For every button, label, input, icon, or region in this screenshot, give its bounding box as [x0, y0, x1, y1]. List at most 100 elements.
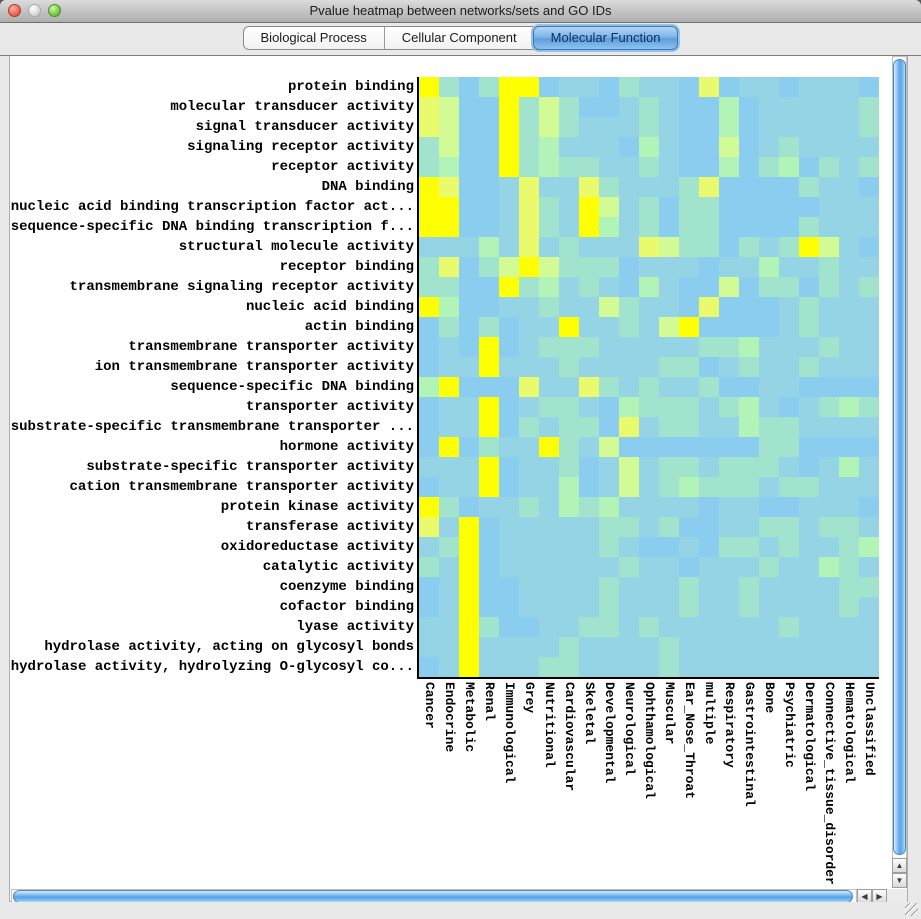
- heatmap-cell: [799, 97, 819, 117]
- heatmap-cell: [499, 637, 519, 657]
- heatmap-cell: [599, 177, 619, 197]
- heatmap-cell: [759, 477, 779, 497]
- heatmap-cell: [679, 437, 699, 457]
- heatmap-cell: [579, 297, 599, 317]
- heatmap-cell: [439, 337, 459, 357]
- content-panel: protein binding molecular transducer acti…: [9, 56, 908, 904]
- heatmap-cell: [699, 357, 719, 377]
- heatmap-cell: [599, 617, 619, 637]
- heatmap-cell: [519, 257, 539, 277]
- heatmap-cell: [599, 297, 619, 317]
- row-label: receptor binding: [279, 259, 414, 275]
- column-label: Skeletal: [579, 682, 599, 897]
- heatmap-cell: [519, 237, 539, 257]
- heatmap-cell: [499, 497, 519, 517]
- heatmap-cell: [499, 117, 519, 137]
- column-label: Muscular: [659, 682, 679, 897]
- heatmap-cell: [739, 437, 759, 457]
- column-label: Metabolic: [459, 682, 479, 897]
- heatmap-cell: [639, 417, 659, 437]
- heatmap-cell: [819, 177, 839, 197]
- scroll-down-button[interactable]: ▼: [892, 873, 907, 888]
- heatmap-cell: [719, 437, 739, 457]
- heatmap-cell: [859, 297, 879, 317]
- heatmap-cell: [579, 537, 599, 557]
- heatmap-cell: [779, 377, 799, 397]
- heatmap-cell: [699, 597, 719, 617]
- heatmap-cell: [859, 417, 879, 437]
- heatmap-cell: [499, 517, 519, 537]
- heatmap-cell: [519, 537, 539, 557]
- heatmap-cell: [799, 197, 819, 217]
- heatmap-cell: [539, 217, 559, 237]
- heatmap-cell: [599, 577, 619, 597]
- heatmap-cell: [799, 297, 819, 317]
- heatmap-cell: [419, 357, 439, 377]
- heatmap-cell: [739, 497, 759, 517]
- heatmap-cell: [539, 157, 559, 177]
- column-label-text: Bone: [762, 682, 777, 714]
- heatmap-cell: [699, 577, 719, 597]
- heatmap-cell: [439, 177, 459, 197]
- heatmap-cell: [659, 217, 679, 237]
- heatmap-cell: [699, 517, 719, 537]
- heatmap-cell: [779, 637, 799, 657]
- row-label: actin binding: [304, 319, 414, 335]
- heatmap-cell: [499, 277, 519, 297]
- heatmap-cell: [419, 337, 439, 357]
- close-button-icon[interactable]: [8, 4, 21, 17]
- heatmap-cell: [839, 357, 859, 377]
- tab-molecular-function[interactable]: Molecular Function: [532, 26, 679, 50]
- heatmap-cell: [599, 657, 619, 677]
- heatmap-cell: [459, 417, 479, 437]
- heatmap-cell: [499, 377, 519, 397]
- heatmap-cell: [719, 77, 739, 97]
- vertical-scrollbar-thumb[interactable]: [893, 59, 906, 855]
- column-label-text: Muscular: [662, 682, 677, 745]
- heatmap-cell: [419, 417, 439, 437]
- zoom-button-icon[interactable]: [48, 4, 61, 17]
- minimize-button-icon[interactable]: [28, 4, 41, 17]
- heatmap-cell: [459, 337, 479, 357]
- heatmap-cell: [779, 117, 799, 137]
- window-titlebar[interactable]: Pvalue heatmap between networks/sets and…: [0, 0, 921, 23]
- heatmap-cell: [679, 157, 699, 177]
- heatmap-cell: [439, 117, 459, 137]
- heatmap-cell: [819, 217, 839, 237]
- column-label: Ear_Nose_Throat: [679, 682, 699, 897]
- heatmap-cell: [439, 357, 459, 377]
- heatmap-cell: [839, 317, 859, 337]
- heatmap-cell: [559, 157, 579, 177]
- tab-biological-process[interactable]: Biological Process: [243, 27, 384, 49]
- heatmap-cell: [519, 197, 539, 217]
- heatmap-cell: [859, 597, 879, 617]
- heatmap-cell: [599, 97, 619, 117]
- resize-grip-icon[interactable]: [905, 903, 918, 916]
- heatmap-cell: [859, 257, 879, 277]
- heatmap-cell: [679, 637, 699, 657]
- row-label: structural molecule activity: [178, 239, 414, 255]
- heatmap-cell: [539, 457, 559, 477]
- heatmap-cell: [479, 197, 499, 217]
- heatmap-cell: [759, 557, 779, 577]
- heatmap-cell: [759, 657, 779, 677]
- heatmap-cell: [799, 657, 819, 677]
- column-label: Hematological: [839, 682, 859, 897]
- heatmap-cell: [479, 317, 499, 337]
- heatmap-cell: [719, 317, 739, 337]
- heatmap-cell: [819, 497, 839, 517]
- panel-top-border: [0, 55, 921, 56]
- heatmap-cell: [659, 577, 679, 597]
- heatmap-cell: [539, 437, 559, 457]
- heatmap-cell: [659, 297, 679, 317]
- heatmap-cell: [699, 217, 719, 237]
- heatmap-cell: [799, 537, 819, 557]
- heatmap-cell: [499, 257, 519, 277]
- heatmap-cell: [619, 397, 639, 417]
- heatmap-cell: [619, 277, 639, 297]
- scroll-up-button[interactable]: ▲: [892, 858, 907, 873]
- tab-cellular-component[interactable]: Cellular Component: [383, 27, 534, 49]
- heatmap-cell: [839, 77, 859, 97]
- heatmap-cell: [699, 157, 719, 177]
- heatmap-cell: [499, 597, 519, 617]
